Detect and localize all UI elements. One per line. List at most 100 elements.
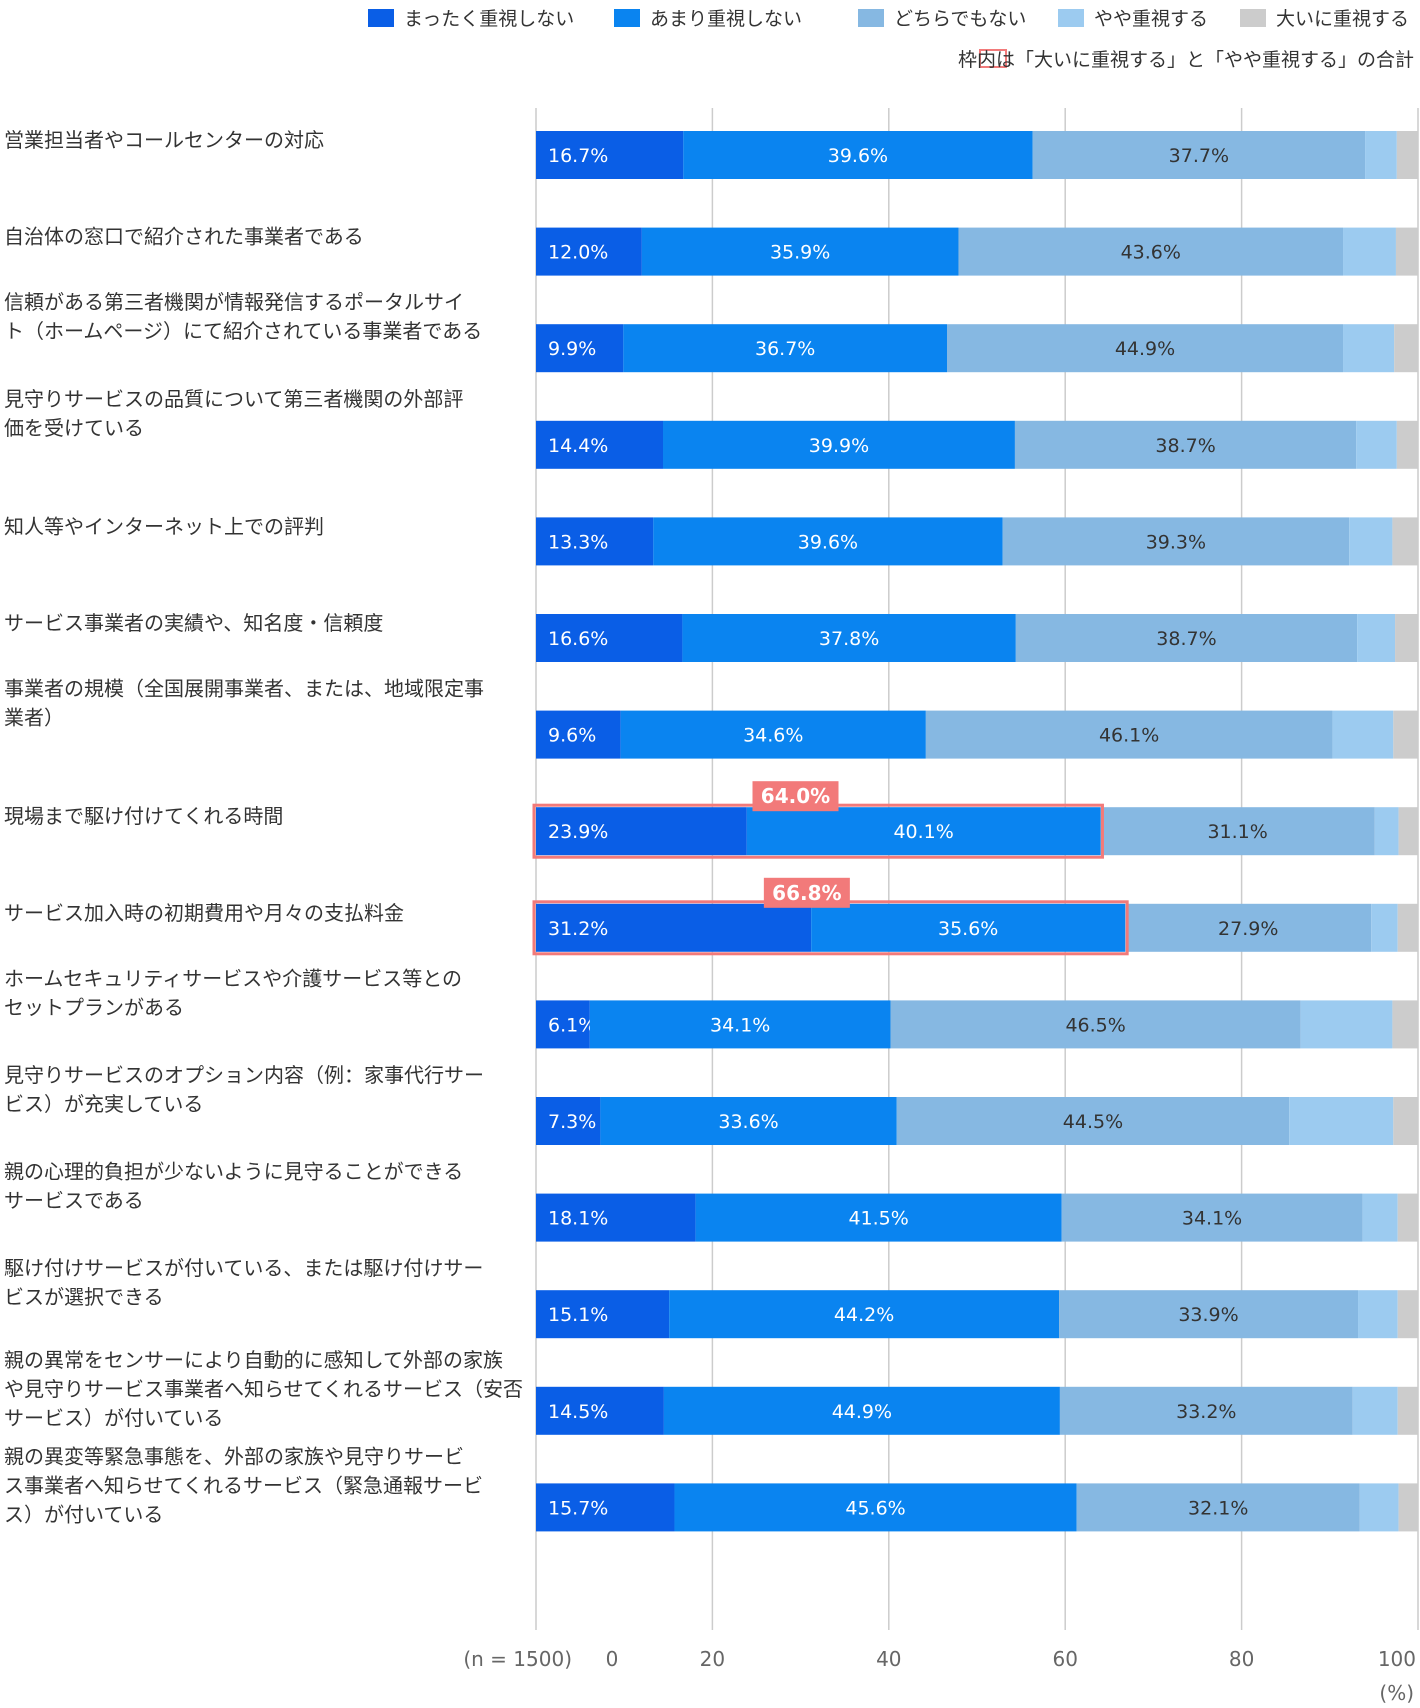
category-label-line: 事業者の規模（全国展開事業者、または、地域限定事 bbox=[4, 677, 484, 701]
highlight-badge bbox=[752, 781, 839, 812]
category-label-line: や見守りサービス事業者へ知らせてくれるサービス（安否 bbox=[4, 1377, 523, 1401]
bar-segment bbox=[1349, 517, 1393, 566]
category-label: 事業者の規模（全国展開事業者、または、地域限定事業者） bbox=[4, 677, 484, 730]
category-label: ホームセキュリティサービスや介護サービス等とのセットプランがある bbox=[4, 966, 462, 1019]
bar-segment bbox=[623, 324, 948, 373]
data-label: 27.9% bbox=[1218, 918, 1278, 940]
bar-segment bbox=[1332, 710, 1394, 759]
category-label-line: 業者） bbox=[4, 706, 64, 730]
bar-segment bbox=[1398, 807, 1418, 856]
category-label-line: 親の心理的負担が少ないように見守ることができる bbox=[4, 1160, 463, 1184]
bar-segment bbox=[600, 1097, 897, 1145]
data-label: 33.2% bbox=[1176, 1401, 1236, 1423]
bar-segment bbox=[536, 1193, 696, 1242]
bar-segment bbox=[1398, 1483, 1418, 1532]
data-label: 38.7% bbox=[1155, 435, 1215, 457]
legend-label: あまり重視しない bbox=[650, 8, 802, 30]
data-label: 15.7% bbox=[548, 1497, 608, 1519]
bar-segment bbox=[811, 903, 1126, 952]
bar-segment bbox=[536, 807, 747, 856]
bar-segment bbox=[1002, 517, 1350, 566]
bar-segment bbox=[682, 614, 1016, 662]
category-label: 営業担当者やコールセンターの対応 bbox=[4, 128, 324, 152]
bar-segment bbox=[1392, 1000, 1418, 1049]
x-tick-label: 60 bbox=[1052, 1647, 1077, 1671]
category-label-line: 現場まで駆け付けてくれる時間 bbox=[4, 804, 283, 828]
bar-segment bbox=[746, 807, 1101, 856]
category-label-line: ホームセキュリティサービスや介護サービス等との bbox=[4, 966, 462, 990]
bar-segment bbox=[589, 1000, 891, 1049]
bar-segment bbox=[947, 324, 1344, 373]
category-label-line: 見守りサービスのオプション内容（例：家事代行サー bbox=[4, 1063, 484, 1087]
bar-segment bbox=[958, 227, 1344, 276]
highlight-badge-label: 66.8% bbox=[772, 881, 841, 905]
data-label: 33.6% bbox=[718, 1111, 778, 1133]
bar-segment bbox=[669, 1290, 1060, 1339]
highlight-badge bbox=[763, 877, 850, 908]
bar-segment bbox=[1395, 227, 1418, 276]
bar-segment bbox=[1358, 1290, 1398, 1339]
category-label-line: 自治体の窓口で紹介された事業者である bbox=[4, 225, 364, 249]
category-label: 駆け付けサービスが付いている、または駆け付けサービスが選択できる bbox=[4, 1256, 483, 1309]
legend-swatch bbox=[858, 9, 884, 27]
bar-segment bbox=[1393, 1097, 1418, 1145]
category-label-line: ス）が付いている bbox=[4, 1502, 163, 1526]
category-label: サービス加入時の初期費用や月々の支払料金 bbox=[4, 901, 404, 925]
category-label-line: 見守りサービスの品質について第三者機関の外部評 bbox=[4, 387, 463, 411]
bar-segment bbox=[1359, 1483, 1399, 1532]
bars: 16.7% 39.6% 37.7% 12.0% 35.9% 43.6% 9.9% 36.7% 4… bbox=[532, 131, 1418, 1532]
data-label: 35.6% bbox=[938, 918, 998, 940]
category-label: 親の心理的負担が少ないように見守ることができるサービスである bbox=[4, 1160, 463, 1213]
data-label: 44.5% bbox=[1063, 1111, 1123, 1133]
legend: まったく重視しない あまり重視しない どちらでもない やや重視する 大いに重視する bbox=[368, 8, 1409, 30]
data-label: 39.6% bbox=[798, 531, 858, 553]
category-label-line: 親の異常をセンサーにより自動的に感知して外部の家族 bbox=[4, 1348, 503, 1372]
category-label: 親の異常をセンサーにより自動的に感知して外部の家族や見守りサービス事業者へ知らせ… bbox=[4, 1348, 523, 1430]
data-label: 32.1% bbox=[1188, 1497, 1248, 1519]
bar-segment bbox=[683, 131, 1033, 179]
data-label: 37.7% bbox=[1169, 145, 1229, 167]
highlight-badge-label: 64.0% bbox=[761, 784, 830, 808]
category-label-line: 親の異変等緊急事態を、外部の家族や見守りサービ bbox=[4, 1444, 464, 1468]
data-label: 36.7% bbox=[755, 338, 815, 360]
legend-note: 枠内は「大いに重視する」と「やや重視する」の合計 bbox=[958, 49, 1414, 71]
category-label-line: サービス）が付いている bbox=[4, 1406, 223, 1430]
data-label: 34.1% bbox=[1182, 1208, 1242, 1230]
bar-segment bbox=[536, 614, 683, 662]
bar-segment bbox=[1397, 1193, 1418, 1242]
bar-segment bbox=[536, 1290, 670, 1339]
bar-segment bbox=[536, 131, 684, 179]
data-label: 14.4% bbox=[548, 435, 608, 457]
bar-segment bbox=[1343, 324, 1395, 373]
bar-segment bbox=[1059, 1386, 1353, 1435]
category-label-line: ト（ホームページ）にて紹介されている事業者である bbox=[4, 319, 482, 343]
bar-segment bbox=[1362, 1193, 1398, 1242]
category-label-line: 営業担当者やコールセンターの対応 bbox=[4, 128, 324, 152]
category-label-line: ビスが選択できる bbox=[4, 1285, 164, 1309]
data-label: 44.9% bbox=[832, 1401, 892, 1423]
data-label: 34.1% bbox=[710, 1014, 770, 1036]
bar-segment bbox=[1392, 517, 1418, 566]
category-label: 自治体の窓口で紹介された事業者である bbox=[4, 225, 364, 249]
bar-segment bbox=[890, 1000, 1301, 1049]
legend-note-text: 枠内は「大いに重視する」と「やや重視する」の合計 bbox=[958, 49, 1414, 71]
data-label: 46.1% bbox=[1099, 725, 1159, 747]
bar-segment bbox=[1393, 710, 1418, 759]
data-label: 23.9% bbox=[548, 821, 608, 843]
bar-segment bbox=[1357, 614, 1396, 662]
category-label-line: 知人等やインターネット上での評判 bbox=[4, 514, 324, 538]
data-label: 40.1% bbox=[893, 821, 953, 843]
bar-segment bbox=[1356, 420, 1397, 469]
legend-label: 大いに重視する bbox=[1276, 8, 1409, 30]
bar-segment bbox=[925, 710, 1333, 759]
x-tick-label: 20 bbox=[700, 1647, 725, 1671]
bar-segment bbox=[536, 1000, 590, 1049]
data-label: 33.9% bbox=[1178, 1304, 1238, 1326]
data-label: 37.8% bbox=[819, 628, 879, 650]
data-label: 39.9% bbox=[809, 435, 869, 457]
data-label: 13.3% bbox=[548, 531, 608, 553]
bar-segment bbox=[1014, 420, 1357, 469]
category-label: 現場まで駆け付けてくれる時間 bbox=[4, 804, 283, 828]
bar-segment bbox=[695, 1193, 1062, 1242]
